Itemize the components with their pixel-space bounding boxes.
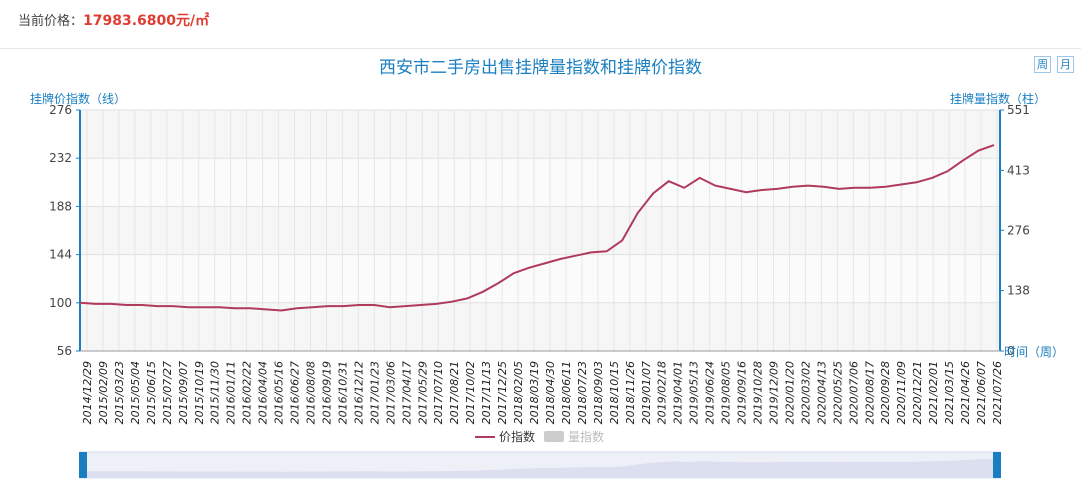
price-value: 17983.6800元/㎡ <box>83 13 210 29</box>
chart-panel <box>0 48 1081 493</box>
price-label: 当前价格： <box>18 14 84 29</box>
chart-title: 西安市二手房出售挂牌量指数和挂牌价指数 <box>379 58 702 78</box>
month-button[interactable]: 月 <box>1057 56 1074 73</box>
week-button[interactable]: 周 <box>1034 56 1051 73</box>
current-price: 当前价格：17983.6800元/㎡ <box>18 10 209 30</box>
